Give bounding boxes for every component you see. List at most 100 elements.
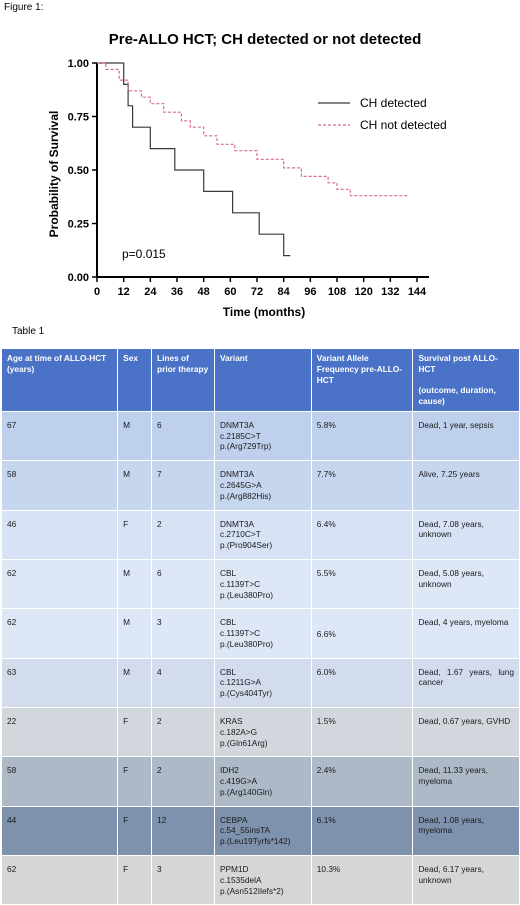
vaf-value: 6.0% — [316, 666, 336, 677]
y-tick-label: 0.50 — [68, 165, 89, 177]
variant-protein: p.(Pro904Ser) — [219, 540, 273, 551]
variant-cdna: c.1139T>C — [219, 578, 261, 589]
header-variant: Variant — [213, 348, 312, 412]
table-row: 63 M 4 CBLc.1211G>A p.(Cys404Tyr) 6.0% De… — [0, 657, 520, 708]
x-tick-label: 48 — [198, 286, 210, 298]
cell-survival: Dead, 7.08 years, unknown — [412, 509, 520, 560]
cell-age: 62 — [0, 558, 119, 610]
vaf-value: 10.3% — [316, 864, 341, 874]
cell-survival: Dead, 1 year, sepsis — [412, 410, 520, 462]
y-tick-label: 1.00 — [68, 58, 89, 70]
cell-survival: Dead, 5.08 years, unknown — [412, 558, 520, 610]
x-tick-label: 24 — [144, 286, 157, 298]
variant-cdna: c.182A>G — [219, 726, 258, 737]
variant-gene: DNMT3A — [219, 518, 255, 529]
cell-sex: M — [117, 410, 153, 462]
cell-vaf: 1.5% — [310, 706, 414, 758]
cell-lines: 12 — [151, 805, 215, 857]
table-row: 58 M 7 DNMT3Ac.2645G>A p.(Arg882His) 7.7%… — [0, 460, 520, 511]
cell-variant: KRASc.182A>G p.(Gln61Arg) — [213, 706, 312, 758]
variant-gene: CBL — [219, 617, 237, 628]
cell-vaf: 10.3% — [310, 854, 414, 905]
header-lines: Lines of prior therapy — [151, 348, 215, 412]
variant-cdna: c.2185C>T — [219, 430, 261, 441]
vaf-value: 5.5% — [316, 567, 336, 578]
header-survival: Survival post ALLO-HCT (outcome, duratio… — [412, 348, 520, 412]
x-tick-label: 96 — [304, 286, 316, 298]
legend-label: CH detected — [360, 96, 427, 110]
cell-lines: 6 — [151, 410, 215, 462]
cell-survival: Dead, 1.08 years, myeloma — [412, 805, 520, 857]
cell-age: 22 — [0, 706, 119, 758]
table-row: 67 M 6 DNMT3Ac.2185C>T p.(Arg729Trp) 5.8%… — [0, 410, 520, 462]
cell-sex: M — [117, 558, 153, 610]
vaf-value: 5.8% — [316, 419, 336, 430]
vaf-value: 2.4% — [316, 765, 336, 776]
variant-protein: p.(Arg729Trp) — [219, 441, 272, 452]
cell-lines: 2 — [151, 509, 215, 560]
x-axis-label: Time (months) — [223, 305, 305, 319]
chart-series — [97, 62, 409, 257]
table-row: 46 F 2 DNMT3Ac.2710C>T p.(Pro904Ser) 6.4%… — [0, 509, 520, 560]
cell-sex: F — [117, 805, 153, 857]
variant-cdna: c.1139T>C — [219, 628, 261, 639]
chart-title: Pre-ALLO HCT; CH detected or not detecte… — [109, 31, 422, 48]
variant-gene: KRAS — [219, 715, 243, 726]
cell-variant: IDH2c.419G>A p.(Arg140Gln) — [213, 756, 312, 807]
table-header-row: Age at time of ALLO-HCT (years) Sex Line… — [0, 348, 520, 412]
variant-cdna: c.2710C>T — [219, 529, 261, 540]
cell-sex: F — [117, 854, 153, 905]
variant-protein: p.(Arg140Gln) — [219, 786, 273, 797]
cell-age: 62 — [0, 854, 119, 905]
vaf-value: 6.4% — [316, 518, 336, 529]
variant-gene: CBL — [219, 567, 237, 578]
y-tick-label: 0.75 — [68, 112, 89, 124]
cell-variant: PPM1Dc.1535delA p.(Asn512Ilefs*2) — [213, 854, 312, 905]
cell-lines: 6 — [151, 558, 215, 610]
y-tick-label: 0.00 — [68, 272, 89, 284]
variant-cdna: c.54_55insTA — [219, 825, 271, 836]
cell-lines: 4 — [151, 657, 215, 708]
x-tick-label: 36 — [171, 286, 183, 298]
variant-cdna: c.1535delA — [219, 874, 262, 885]
cell-variant: CEBPA c.54_55insTA p.(Leu19Tyrfs*142) — [213, 805, 312, 857]
y-axis-label: Probability of Survival — [47, 111, 61, 238]
cell-sex: F — [117, 509, 153, 560]
variant-protein: p.(Arg882His) — [219, 490, 272, 501]
table-row: 58 F 2 IDH2c.419G>A p.(Arg140Gln) 2.4% De… — [0, 756, 520, 807]
header-sex: Sex — [117, 348, 153, 412]
cell-vaf: 5.5% — [310, 558, 414, 610]
cell-sex: F — [117, 706, 153, 758]
cell-sex: M — [117, 657, 153, 708]
cell-survival: Dead, 6.17 years, unknown — [412, 854, 520, 905]
cell-survival: Dead, 11.33 years, myeloma — [412, 756, 520, 807]
cell-lines: 3 — [151, 608, 215, 659]
x-tick-label: 84 — [278, 286, 291, 298]
cell-age: 58 — [0, 460, 119, 511]
cell-age: 46 — [0, 509, 119, 560]
table-row: 22 F 2 KRASc.182A>G p.(Gln61Arg) 1.5% Dea… — [0, 706, 520, 758]
cell-sex: M — [117, 608, 153, 659]
figure-caption: Figure 1: — [4, 2, 44, 13]
cell-lines: 2 — [151, 756, 215, 807]
cell-vaf: 5.8% — [310, 410, 414, 462]
cell-variant: CBLc.1139T>C p.(Leu380Pro) — [213, 558, 312, 610]
cell-variant: DNMT3Ac.2185C>T p.(Arg729Trp) — [213, 410, 312, 462]
table-caption: Table 1 — [12, 326, 45, 337]
cell-age: 58 — [0, 756, 119, 807]
y-tick-label: 0.25 — [68, 219, 89, 231]
x-tick-label: 144 — [408, 286, 427, 298]
x-tick-label: 132 — [381, 286, 399, 298]
p-value-annotation: p=0.015 — [122, 247, 166, 261]
variant-protein: p.(Leu380Pro) — [219, 638, 274, 649]
x-tick-label: 0 — [94, 286, 100, 298]
variant-cdna: c.419G>A — [219, 776, 258, 787]
header-survival-subtitle: (outcome, duration, cause) — [418, 385, 496, 407]
cell-survival: Alive, 7.25 years — [412, 460, 520, 511]
x-tick-label: 60 — [224, 286, 236, 298]
variant-gene: CBL — [219, 666, 237, 677]
variant-gene: PPM1D — [219, 864, 249, 874]
variant-gene: CEBPA — [219, 814, 248, 825]
survival-chart: Pre-ALLO HCT; CH detected or not detecte… — [47, 31, 447, 319]
x-tick-label: 120 — [354, 286, 372, 298]
